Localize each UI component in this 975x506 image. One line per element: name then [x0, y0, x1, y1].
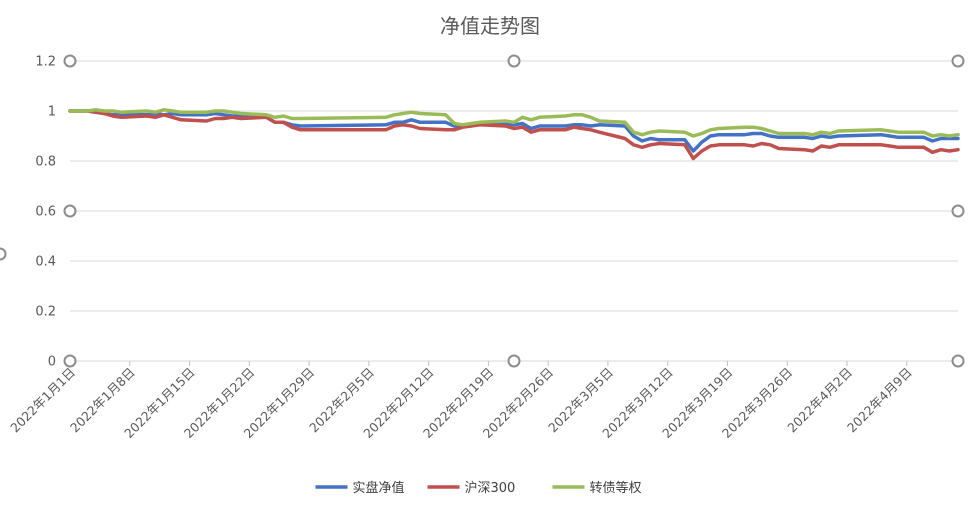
series-line: [68, 109, 960, 161]
legend-label: 沪深300: [465, 480, 516, 496]
legend-label: 实盘净值: [353, 480, 405, 496]
chart-title: 净值走势图: [440, 14, 540, 38]
selection-handles[interactable]: [0, 54, 965, 368]
legend-item: 实盘净值: [315, 480, 405, 496]
resize-handle[interactable]: [507, 54, 521, 68]
legend: 实盘净值 沪深300 转债等权: [315, 480, 642, 496]
legend-item: 沪深300: [427, 480, 516, 496]
series-line: [68, 109, 960, 153]
y-tick-label: 0.8: [35, 155, 56, 170]
resize-handle[interactable]: [63, 204, 77, 218]
resize-handle[interactable]: [951, 204, 965, 218]
resize-handle[interactable]: [63, 54, 77, 68]
y-tick-label: 0: [48, 355, 56, 370]
series-layer: [68, 108, 960, 161]
y-axis-ticks: 0 0.2 0.4 0.6 0.8 1 1.2: [35, 55, 56, 370]
y-tick-label: 0.6: [35, 205, 56, 220]
resize-handle[interactable]: [0, 247, 7, 261]
y-tick-label: 0.2: [35, 305, 56, 320]
y-tick-label: 0.4: [35, 255, 56, 270]
series-line: [68, 108, 960, 138]
legend-label: 转债等权: [590, 480, 642, 496]
y-tick-label: 1.2: [35, 55, 56, 70]
resize-handle[interactable]: [63, 354, 77, 368]
resize-handle[interactable]: [951, 54, 965, 68]
resize-handle[interactable]: [507, 354, 521, 368]
grid-layer: [70, 60, 958, 362]
x-axis-ticks: 2022年1月1日2022年1月8日2022年1月15日2022年1月22日20…: [7, 361, 915, 441]
y-tick-label: 1: [48, 105, 56, 120]
resize-handle[interactable]: [951, 354, 965, 368]
legend-item: 转债等权: [552, 480, 642, 496]
